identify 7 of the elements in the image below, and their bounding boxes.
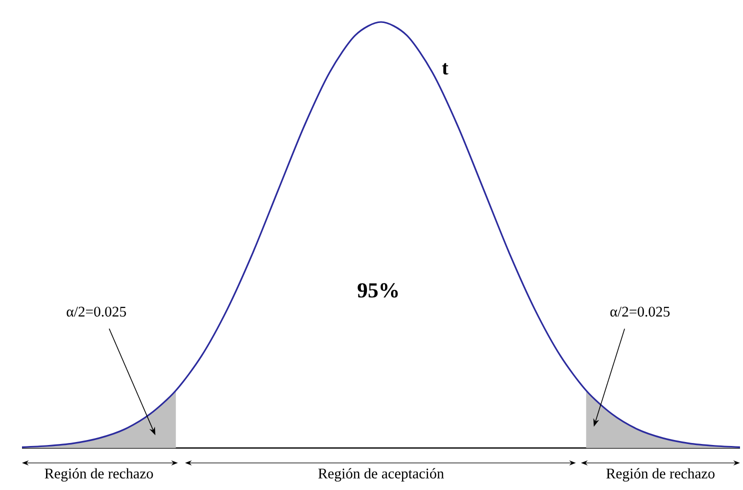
annotation: t — [442, 63, 448, 75]
annotation: α/2=0.025 — [610, 306, 670, 317]
text: Región de aceptación — [318, 468, 444, 482]
annotation: 95% — [358, 283, 398, 298]
text: Región de rechazo — [44, 468, 153, 482]
annotation: α/2=0.025 — [66, 306, 126, 317]
text: Región de rechazo — [606, 468, 715, 482]
